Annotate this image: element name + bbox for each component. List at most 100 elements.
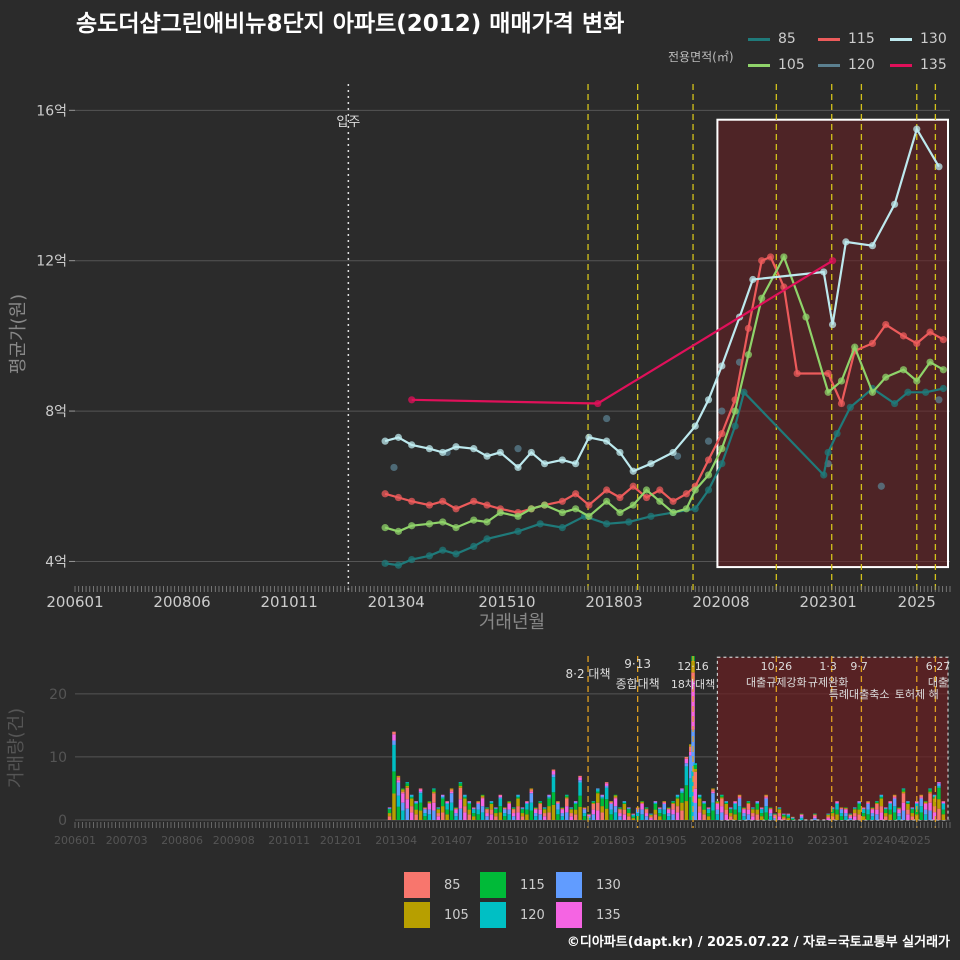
volume-bar — [751, 808, 755, 810]
volume-bar — [649, 818, 653, 820]
volume-bar — [418, 791, 423, 794]
volume-bar — [387, 816, 392, 820]
volume-bar — [613, 812, 618, 820]
volume-bar — [547, 806, 551, 813]
data-point-115 — [837, 399, 846, 408]
volume-bar — [525, 802, 529, 804]
volume-bar — [790, 817, 795, 819]
volume-bar — [937, 782, 941, 784]
volume-bar — [405, 808, 410, 820]
volume-bar — [906, 814, 910, 820]
volume-bar — [666, 807, 671, 808]
volume-bar — [932, 797, 937, 799]
volume-bar — [436, 816, 441, 820]
legend-label: 130 — [920, 31, 947, 47]
volume-bar — [728, 809, 733, 814]
volume-bar — [662, 814, 666, 820]
volume-bar — [502, 816, 507, 820]
volume-bar — [392, 793, 396, 820]
volume-bar — [746, 803, 751, 810]
volume-bar — [529, 789, 534, 792]
volume-bar — [471, 807, 476, 808]
volume-bar — [387, 807, 392, 809]
data-point-85 — [603, 520, 611, 528]
volume-bar — [919, 812, 923, 820]
volume-bar — [835, 801, 839, 802]
data-point-120 — [704, 437, 713, 445]
volume-bar — [622, 803, 627, 810]
volume-bar — [516, 806, 520, 813]
volume-bar — [941, 801, 946, 802]
x-tick-label: 201011 — [261, 593, 318, 611]
volume-bar — [476, 803, 480, 810]
volume-bar — [631, 813, 635, 815]
volume-bar — [852, 807, 857, 809]
volume-bar — [427, 803, 432, 810]
volume-bar — [560, 809, 565, 814]
y-tick-label: 8억 — [45, 404, 67, 420]
volume-bar — [502, 807, 507, 808]
volume-bar — [573, 801, 578, 802]
volume-bar — [618, 808, 622, 810]
volume-bar — [556, 814, 560, 820]
volume-bar — [565, 794, 569, 796]
volume-bar — [910, 808, 915, 810]
volume-bar — [689, 746, 693, 752]
volume-bar — [445, 803, 449, 810]
volume-bar — [600, 806, 604, 813]
volume-bar — [587, 813, 591, 815]
y-tick-label: 10 — [49, 750, 67, 766]
volume-bar — [627, 809, 631, 814]
volume-bar — [640, 803, 644, 810]
highlight-region — [716, 118, 950, 569]
volume-bar — [839, 808, 844, 810]
volume-bar — [733, 802, 737, 804]
x-tick-label: 201803 — [593, 834, 635, 847]
volume-bar — [928, 788, 932, 790]
data-point-105 — [496, 508, 504, 517]
volume-bar — [684, 763, 689, 767]
volume-bar — [728, 816, 733, 820]
bottom-legend-item-105: 105 — [404, 902, 469, 928]
volume-bar — [396, 782, 401, 796]
volume-bar — [684, 766, 689, 786]
volume-bar — [423, 813, 427, 817]
volume-bar — [826, 816, 830, 819]
volume-bar — [613, 795, 618, 798]
volume-bar — [542, 807, 547, 808]
data-point-105 — [408, 522, 416, 530]
volume-bar — [498, 795, 503, 798]
volume-bar — [706, 808, 711, 810]
volume-bar — [875, 801, 879, 803]
volume-bar — [751, 809, 755, 814]
volume-bar — [423, 807, 427, 808]
volume-bar — [759, 807, 764, 808]
volume-bar — [414, 809, 418, 815]
volume-bar — [560, 807, 565, 809]
volume-bar — [671, 803, 675, 810]
volume-bar — [511, 808, 516, 810]
volume-bar — [569, 807, 573, 809]
legend-swatch — [480, 902, 506, 928]
volume-bar — [423, 809, 427, 814]
policy-annotation: 대출 — [928, 676, 948, 689]
data-point-105 — [470, 516, 478, 524]
volume-bar — [746, 801, 751, 803]
volume-bar — [609, 801, 613, 802]
volume-bar — [693, 788, 698, 803]
x-tick-label: 201803 — [585, 593, 642, 611]
volume-bar — [582, 808, 587, 810]
volume-bar — [892, 798, 897, 807]
data-point-115 — [470, 497, 478, 505]
volume-bar — [573, 803, 578, 810]
volume-bar — [578, 795, 582, 807]
volume-bar — [901, 789, 906, 792]
volume-bar — [715, 802, 720, 804]
volume-bar — [697, 806, 702, 813]
volume-bar — [737, 797, 742, 799]
legend-swatch — [480, 872, 506, 898]
volume-bar — [622, 802, 627, 804]
volume-bar — [529, 802, 534, 811]
data-point-85 — [740, 388, 748, 396]
